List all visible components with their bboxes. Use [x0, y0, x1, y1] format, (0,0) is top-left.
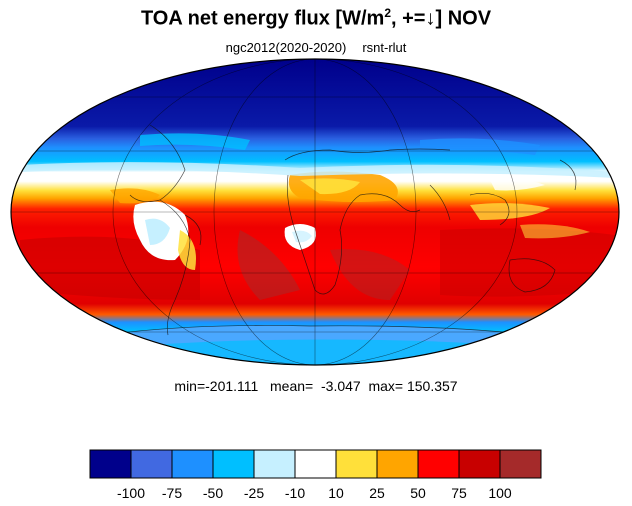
summary-stats: min=-201.111 mean= -3.047 max= 150.357	[0, 378, 632, 394]
colorbar-label: 100	[488, 485, 512, 501]
variable-name: rsnt-rlut	[362, 40, 407, 55]
colorbar-swatch	[89, 449, 132, 479]
colorbar-label: 75	[451, 485, 467, 501]
colorbar-swatch	[171, 449, 214, 479]
colorbar-label: -10	[285, 485, 305, 501]
colorbar-swatch	[417, 449, 460, 479]
colorbar-swatch	[499, 449, 542, 479]
colorbar-swatch	[294, 449, 337, 479]
colorbar-swatch	[212, 449, 255, 479]
colorbar-label: -75	[162, 485, 182, 501]
flux-field	[11, 59, 619, 365]
colorbar-label: 25	[369, 485, 385, 501]
colorbar-label: 50	[410, 485, 426, 501]
stat-max: max= 150.357	[368, 378, 458, 394]
colorbar-label: 10	[328, 485, 344, 501]
colorbar-swatch	[335, 449, 378, 479]
map-subtitle: ngc2012(2020-2020) rsnt-rlut	[0, 40, 632, 55]
colorbar-swatch	[130, 449, 173, 479]
colorbar-label: -25	[244, 485, 264, 501]
colorbar-swatch	[253, 449, 296, 479]
stat-min: min=-201.111	[174, 378, 259, 394]
map-title: TOA net energy flux [W/m2, +=↓] NOV	[140, 6, 492, 30]
colorbar-label: -50	[203, 485, 223, 501]
colorbar-swatch	[376, 449, 419, 479]
model-name: ngc2012(2020-2020)	[225, 40, 347, 55]
stat-mean: mean= -3.047	[270, 378, 361, 394]
colorbar-swatch	[458, 449, 501, 479]
colorbar-label: -100	[117, 485, 145, 501]
